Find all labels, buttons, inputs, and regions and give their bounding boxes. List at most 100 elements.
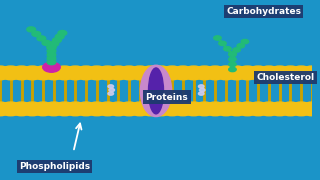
Circle shape [47, 56, 56, 61]
Circle shape [108, 85, 114, 88]
Circle shape [198, 92, 204, 95]
Circle shape [74, 102, 98, 116]
Circle shape [300, 102, 320, 116]
Circle shape [203, 66, 227, 80]
Circle shape [182, 66, 205, 80]
Circle shape [246, 66, 270, 80]
Circle shape [107, 66, 130, 80]
Circle shape [50, 41, 59, 46]
Circle shape [229, 57, 236, 61]
Circle shape [42, 40, 51, 45]
Circle shape [0, 66, 23, 80]
Circle shape [85, 66, 109, 80]
Circle shape [198, 85, 204, 88]
Circle shape [47, 45, 56, 50]
Text: Cholesterol: Cholesterol [256, 73, 315, 82]
Circle shape [229, 67, 236, 72]
Circle shape [229, 62, 236, 67]
Circle shape [289, 66, 313, 80]
Circle shape [214, 66, 238, 80]
Circle shape [149, 66, 173, 80]
Circle shape [241, 39, 249, 44]
Text: Phospholipids: Phospholipids [19, 162, 90, 171]
Circle shape [58, 30, 67, 35]
Ellipse shape [148, 68, 164, 114]
Circle shape [229, 52, 236, 56]
Circle shape [229, 52, 236, 56]
Circle shape [20, 102, 44, 116]
Text: Carbohydrates: Carbohydrates [226, 7, 301, 16]
Circle shape [139, 66, 163, 80]
Circle shape [47, 60, 56, 65]
Circle shape [108, 92, 114, 95]
Circle shape [53, 66, 76, 80]
Circle shape [229, 52, 236, 56]
Circle shape [74, 66, 98, 80]
Circle shape [300, 66, 320, 80]
Circle shape [85, 102, 109, 116]
Circle shape [47, 45, 56, 50]
Circle shape [109, 88, 115, 92]
Circle shape [233, 48, 240, 52]
Circle shape [171, 102, 195, 116]
Circle shape [246, 102, 270, 116]
Circle shape [47, 52, 56, 57]
Circle shape [237, 44, 244, 48]
Circle shape [47, 45, 56, 50]
Circle shape [10, 66, 33, 80]
Circle shape [160, 66, 184, 80]
Circle shape [236, 102, 259, 116]
Circle shape [0, 102, 23, 116]
Circle shape [32, 31, 41, 36]
Circle shape [27, 27, 36, 32]
Circle shape [279, 66, 302, 80]
Circle shape [139, 102, 163, 116]
Circle shape [20, 66, 44, 80]
Circle shape [107, 102, 130, 116]
Text: Proteins: Proteins [146, 93, 188, 102]
Circle shape [117, 102, 141, 116]
Circle shape [117, 66, 141, 80]
Circle shape [171, 66, 195, 80]
Circle shape [219, 41, 226, 46]
Circle shape [63, 66, 87, 80]
Circle shape [42, 102, 66, 116]
Circle shape [149, 102, 173, 116]
Circle shape [128, 102, 152, 116]
Circle shape [53, 102, 76, 116]
Ellipse shape [140, 65, 172, 117]
Circle shape [257, 102, 281, 116]
Circle shape [96, 102, 119, 116]
Circle shape [214, 36, 221, 40]
Circle shape [31, 66, 55, 80]
Circle shape [236, 66, 259, 80]
Circle shape [193, 102, 216, 116]
Circle shape [214, 102, 238, 116]
Circle shape [0, 66, 12, 80]
Circle shape [0, 102, 12, 116]
Circle shape [224, 47, 231, 51]
Circle shape [10, 102, 33, 116]
Circle shape [225, 102, 249, 116]
Circle shape [268, 66, 292, 80]
Circle shape [96, 66, 119, 80]
Circle shape [289, 102, 313, 116]
Circle shape [55, 34, 64, 39]
Circle shape [279, 102, 302, 116]
Circle shape [225, 66, 249, 80]
Circle shape [52, 38, 61, 43]
Circle shape [37, 36, 46, 41]
Circle shape [128, 66, 152, 80]
Circle shape [63, 102, 87, 116]
Circle shape [203, 102, 227, 116]
Circle shape [42, 66, 66, 80]
Circle shape [257, 66, 281, 80]
Circle shape [43, 62, 60, 72]
Circle shape [31, 102, 55, 116]
Circle shape [182, 102, 205, 116]
Circle shape [193, 66, 216, 80]
Circle shape [160, 102, 184, 116]
Circle shape [47, 49, 56, 54]
Circle shape [268, 102, 292, 116]
Circle shape [199, 88, 205, 92]
